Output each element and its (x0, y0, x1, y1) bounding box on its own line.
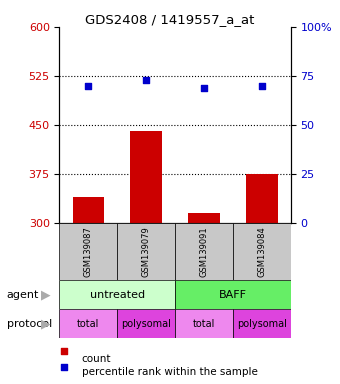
Point (259, 83, 265, 89)
Point (201, 84, 207, 91)
Point (61, 364, 66, 370)
Text: total: total (77, 318, 100, 329)
Point (86, 83, 91, 89)
Bar (233, 309, 291, 338)
Bar (117, 223, 175, 280)
Text: untreated: untreated (90, 290, 145, 300)
Text: polysomal: polysomal (121, 318, 171, 329)
Bar (130, 131, 162, 223)
Bar (175, 280, 291, 309)
Bar (117, 309, 175, 338)
Text: ▶: ▶ (41, 288, 51, 301)
Text: protocol: protocol (7, 318, 52, 329)
Text: GSM139079: GSM139079 (142, 226, 151, 277)
Bar (59, 280, 175, 309)
Bar (188, 213, 220, 223)
Point (143, 77, 149, 83)
Bar (246, 174, 278, 223)
Text: GSM139084: GSM139084 (257, 226, 266, 277)
Text: count: count (82, 354, 111, 364)
Text: GSM139091: GSM139091 (200, 226, 208, 277)
Text: agent: agent (7, 290, 39, 300)
Text: percentile rank within the sample: percentile rank within the sample (82, 367, 257, 377)
Text: total: total (193, 318, 215, 329)
Text: polysomal: polysomal (237, 318, 287, 329)
Text: GDS2408 / 1419557_a_at: GDS2408 / 1419557_a_at (85, 13, 255, 26)
Bar (233, 223, 291, 280)
Bar (175, 223, 233, 280)
Bar (72, 197, 104, 223)
Bar (175, 309, 233, 338)
Text: ▶: ▶ (41, 317, 51, 330)
Bar (59, 309, 117, 338)
Text: BAFF: BAFF (219, 290, 247, 300)
Point (61, 348, 66, 354)
Text: GSM139087: GSM139087 (84, 226, 93, 277)
Bar (59, 223, 117, 280)
